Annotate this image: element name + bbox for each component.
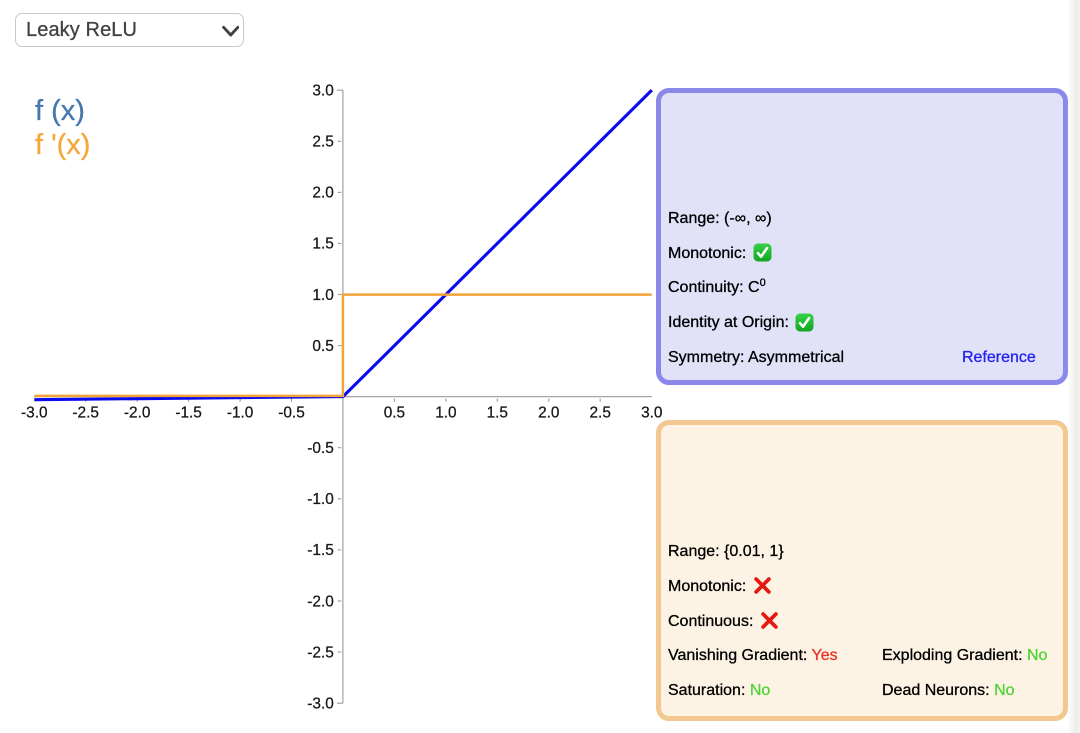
svg-text:2.0: 2.0: [538, 404, 559, 421]
svg-text:0.5: 0.5: [384, 404, 405, 421]
svg-text:1.5: 1.5: [487, 404, 508, 421]
svg-text:1.0: 1.0: [312, 287, 333, 304]
svg-text:1.5: 1.5: [312, 236, 333, 253]
svg-text:-2.5: -2.5: [72, 404, 99, 421]
svg-text:2.5: 2.5: [312, 134, 333, 151]
svg-text:-1.5: -1.5: [307, 542, 334, 559]
svg-text:2.0: 2.0: [312, 185, 333, 202]
svg-text:-2.0: -2.0: [307, 593, 334, 610]
svg-text:3.0: 3.0: [641, 404, 662, 421]
svg-text:-1.5: -1.5: [175, 404, 202, 421]
svg-text:-3.0: -3.0: [307, 696, 334, 713]
svg-text:0.5: 0.5: [312, 338, 333, 355]
svg-text:-2.0: -2.0: [124, 404, 151, 421]
svg-text:-3.0: -3.0: [21, 404, 48, 421]
svg-text:-1.0: -1.0: [227, 404, 254, 421]
svg-text:-2.5: -2.5: [307, 644, 334, 661]
svg-text:-0.5: -0.5: [307, 440, 334, 457]
svg-text:-1.0: -1.0: [307, 491, 334, 508]
svg-text:-0.5: -0.5: [278, 404, 305, 421]
svg-text:2.5: 2.5: [589, 404, 610, 421]
svg-text:3.0: 3.0: [312, 82, 333, 99]
svg-text:1.0: 1.0: [435, 404, 456, 421]
